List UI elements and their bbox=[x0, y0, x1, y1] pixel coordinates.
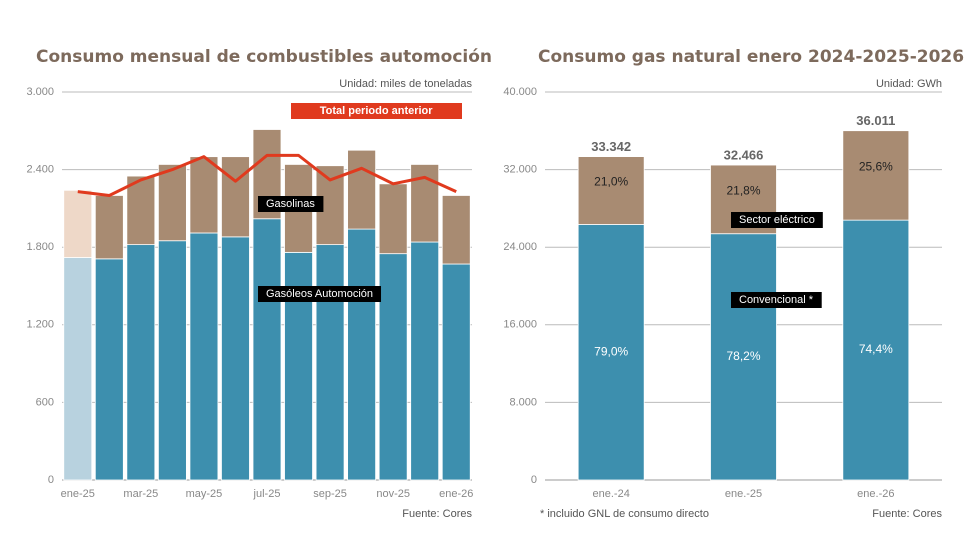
legend-box bbox=[258, 286, 382, 302]
y-tick-label: 2.400 bbox=[26, 164, 54, 176]
total-label: 32.466 bbox=[724, 148, 764, 163]
y-tick-label: 600 bbox=[36, 396, 54, 408]
x-tick-label: may-25 bbox=[186, 488, 223, 500]
y-tick-label: 16.000 bbox=[503, 319, 537, 331]
share-label: 78,2% bbox=[726, 349, 760, 363]
y-tick-label: 32.000 bbox=[503, 164, 537, 176]
bar-segment bbox=[189, 232, 219, 481]
bar-segment bbox=[157, 164, 187, 242]
bar-segment bbox=[577, 156, 645, 225]
legend-label: Convencional * bbox=[739, 294, 814, 306]
x-tick-label: nov-25 bbox=[376, 488, 410, 500]
legend-box bbox=[291, 103, 462, 119]
bar-segment bbox=[94, 195, 124, 260]
bar-segment bbox=[189, 156, 219, 234]
share-label: 21,8% bbox=[726, 184, 760, 198]
bar-segment bbox=[378, 183, 408, 255]
line bbox=[77, 153, 457, 197]
legend-box bbox=[258, 196, 324, 212]
x-tick-label: ene.-25 bbox=[725, 488, 762, 500]
y-tick-label: 24.000 bbox=[503, 241, 537, 253]
x-tick-label: ene.-26 bbox=[857, 488, 894, 500]
chart-title: Consumo gas natural enero 2024-2025-2026 bbox=[538, 47, 964, 67]
y-tick-label: 8.000 bbox=[509, 396, 537, 408]
bar-segment bbox=[441, 195, 471, 265]
x-tick-label: ene-26 bbox=[439, 488, 473, 500]
unit-label: Unidad: GWh bbox=[876, 78, 942, 90]
y-tick-label: 1.800 bbox=[26, 241, 54, 253]
legend-label: Total periodo anterior bbox=[320, 105, 434, 117]
y-tick-label: 3.000 bbox=[26, 86, 54, 98]
source-label: Fuente: Cores bbox=[872, 508, 942, 520]
bar-segment bbox=[842, 130, 910, 221]
share-label: 79,0% bbox=[594, 344, 628, 358]
bar-segment bbox=[157, 240, 187, 481]
bar-segment bbox=[63, 189, 93, 258]
bar-segment bbox=[378, 253, 408, 481]
y-tick-label: 0 bbox=[48, 474, 54, 486]
share-label: 25,6% bbox=[859, 160, 893, 174]
legend-label: Sector eléctrico bbox=[739, 214, 815, 226]
chart-title: Consumo mensual de combustibles automoci… bbox=[36, 47, 492, 67]
total-label: 33.342 bbox=[591, 139, 631, 154]
total-label: 36.011 bbox=[856, 113, 895, 128]
share-label: 21,0% bbox=[594, 175, 628, 189]
x-tick-label: mar-25 bbox=[123, 488, 158, 500]
y-tick-label: 1.200 bbox=[26, 319, 54, 331]
bar-segment bbox=[347, 228, 377, 481]
y-tick-label: 40.000 bbox=[503, 86, 537, 98]
legend-label: Gasolinas bbox=[266, 198, 315, 210]
source-label: Fuente: Cores bbox=[402, 508, 472, 520]
bar-segment bbox=[577, 224, 645, 481]
bar-segment bbox=[441, 263, 471, 481]
bar-segment bbox=[410, 241, 440, 481]
legend-label: Gasóleos Automoción bbox=[266, 288, 373, 300]
bar-segment bbox=[94, 258, 124, 481]
bar-segment bbox=[710, 233, 777, 481]
bar-segment bbox=[126, 244, 156, 481]
unit-label: Unidad: miles de toneladas bbox=[339, 78, 472, 90]
x-tick-label: sep-25 bbox=[313, 488, 347, 500]
bar-segment bbox=[315, 244, 345, 481]
bar-segment bbox=[252, 218, 282, 481]
bar-segment bbox=[221, 236, 250, 481]
bar-segment bbox=[63, 257, 93, 481]
x-tick-label: ene.-24 bbox=[593, 488, 630, 500]
bar-segment bbox=[221, 156, 250, 238]
share-label: 74,4% bbox=[859, 342, 893, 356]
footnote: * incluido GNL de consumo directo bbox=[540, 508, 709, 520]
legend-box bbox=[731, 212, 823, 228]
bar-segment bbox=[126, 175, 156, 246]
bar-segment bbox=[842, 219, 910, 481]
x-tick-label: jul-25 bbox=[253, 488, 281, 500]
bar-segment bbox=[347, 149, 377, 230]
x-tick-label: ene-25 bbox=[61, 488, 95, 500]
y-tick-label: 0 bbox=[531, 474, 537, 486]
legend-box bbox=[731, 292, 822, 308]
